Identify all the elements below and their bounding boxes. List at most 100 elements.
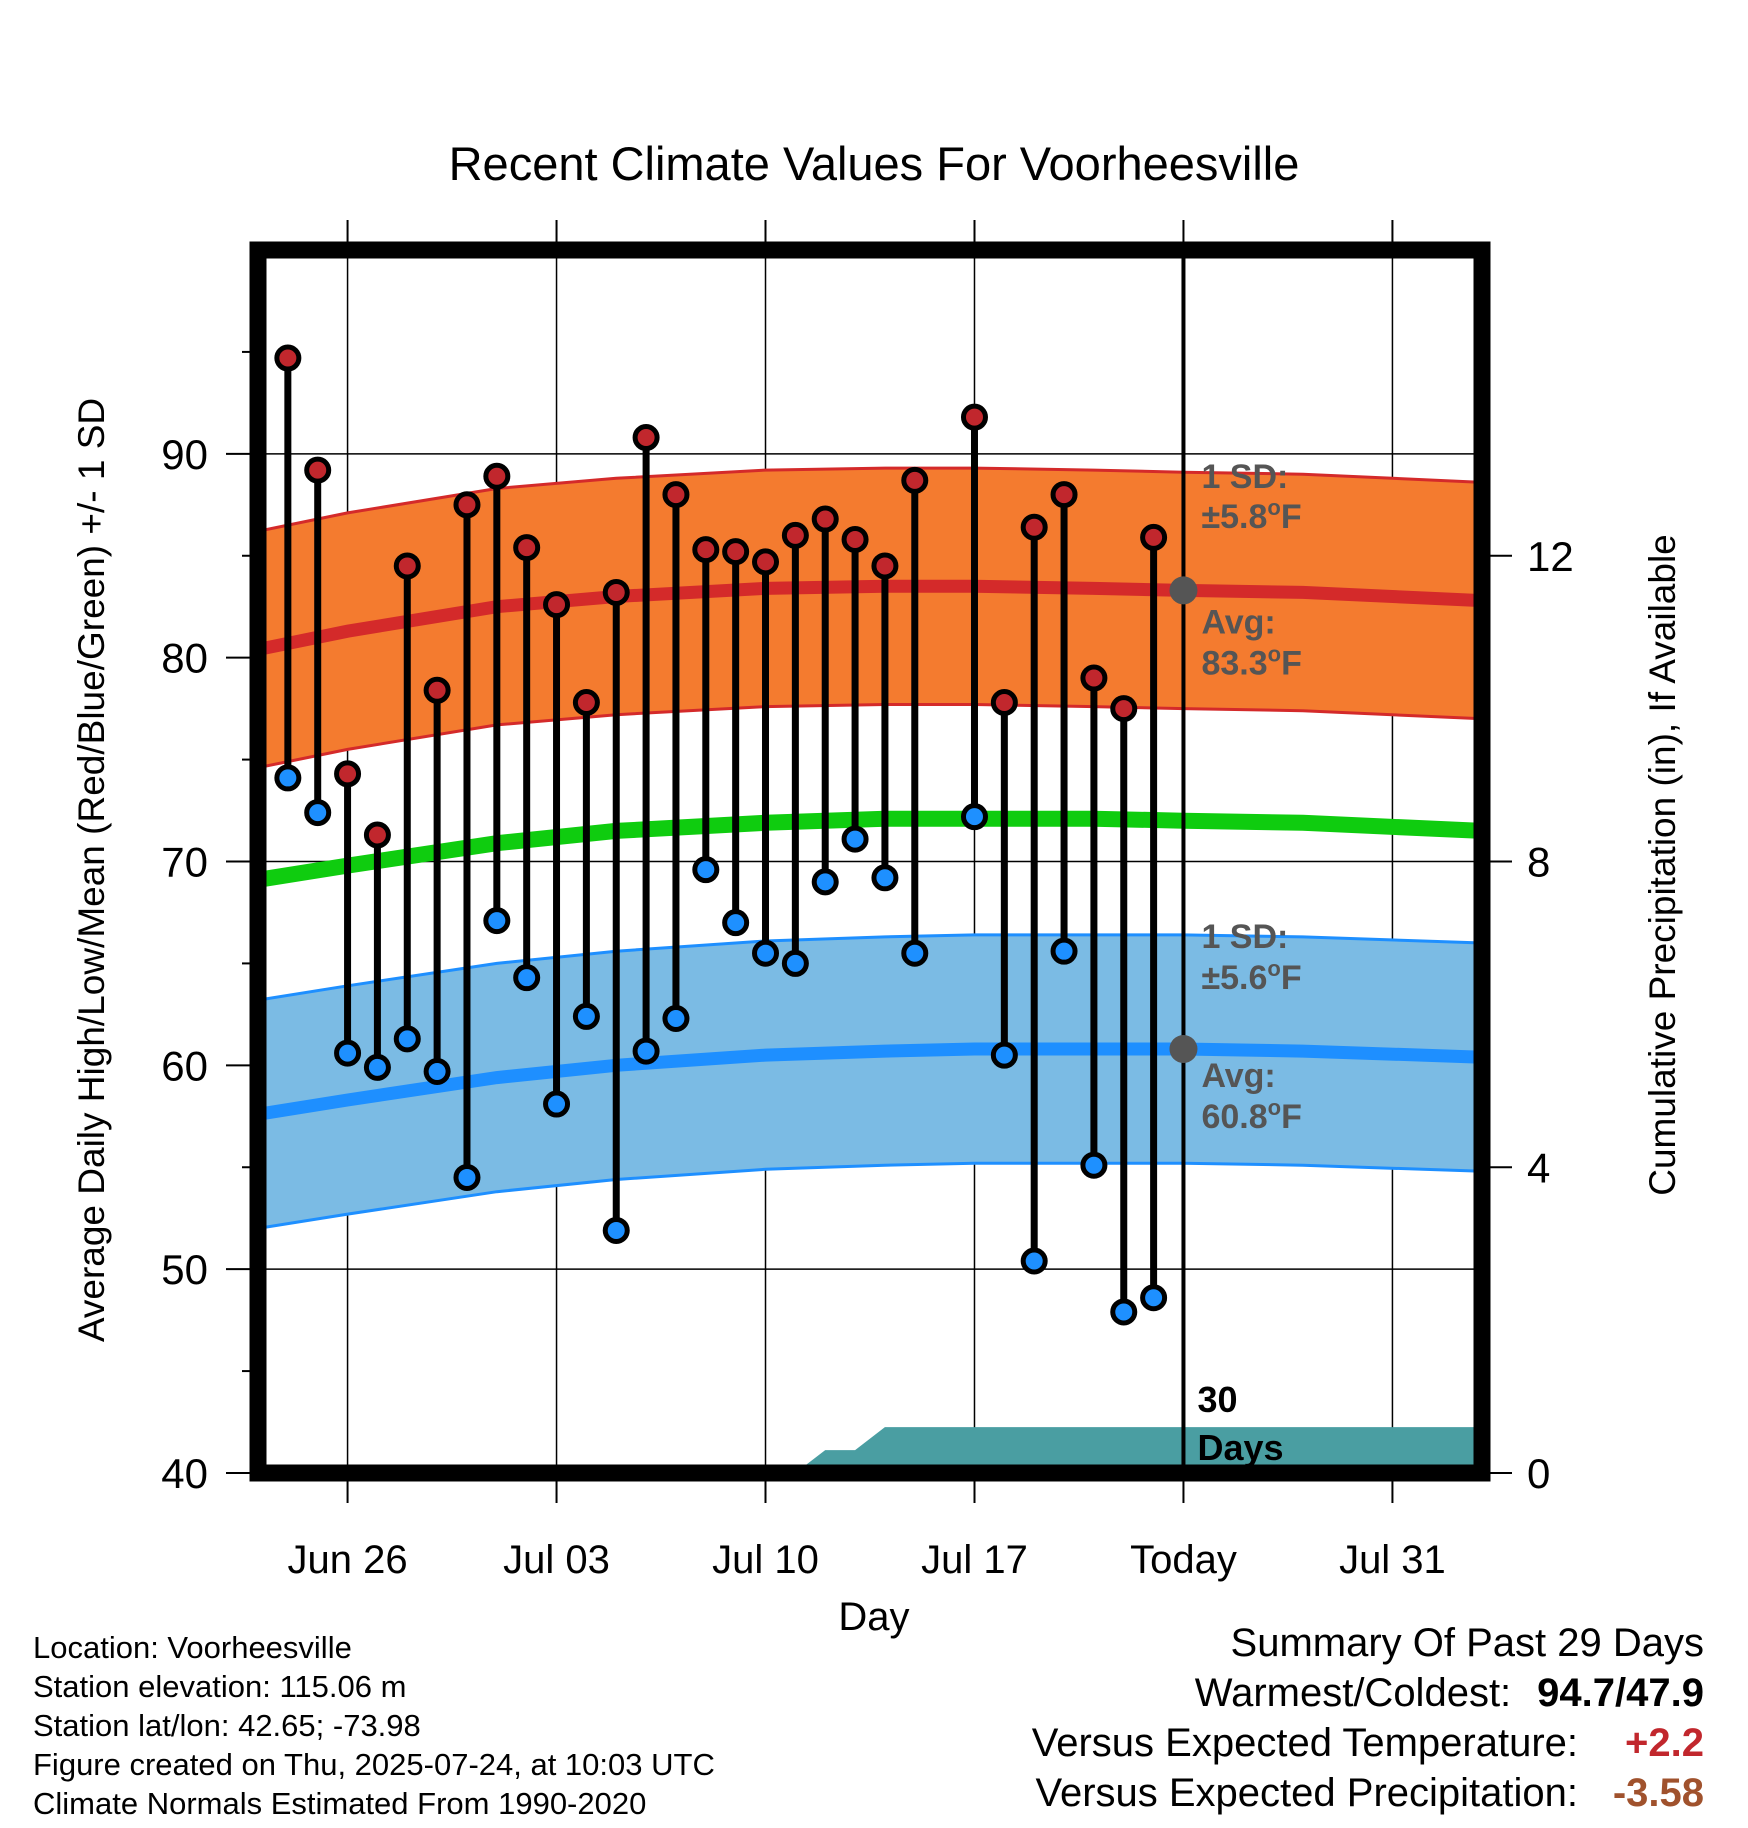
low-avg-label: Avg: (1201, 1057, 1275, 1095)
daily-low-point (423, 1057, 451, 1085)
low-sd-band (258, 934, 1482, 1229)
precipitation-anomaly-label: Versus Expected Precipitation: (1035, 1771, 1578, 1815)
low-sd-label: 1 SD: (1201, 918, 1288, 956)
daily-low-point (572, 1002, 600, 1030)
daily-high-point (632, 424, 660, 452)
low-avg-value: 60.8oF (1201, 1095, 1301, 1136)
precipitation-anomaly-row: Versus Expected Precipitation: -3.58 (1032, 1768, 1704, 1818)
daily-high-point (1140, 523, 1168, 551)
daily-low-point (543, 1090, 571, 1118)
y-axis-label: Average Daily High/Low/Mean (Red/Blue/Gr… (71, 398, 112, 1342)
low-sd-lower-line (258, 1161, 1482, 1230)
x-tick-label: Jul 10 (712, 1538, 819, 1582)
daily-low-point (632, 1037, 660, 1065)
daily-high-point (513, 534, 541, 562)
y-tick-label: 60 (161, 1042, 208, 1089)
daily-high-point (1020, 513, 1048, 541)
daily-low-point (274, 764, 302, 792)
daily-low-point (901, 939, 929, 967)
high-sd-value: ±5.8oF (1201, 495, 1301, 536)
daily-low-point (1020, 1247, 1048, 1275)
x-tick-label: Today (1130, 1538, 1237, 1582)
daily-high-point (871, 552, 899, 580)
daily-low-point (1050, 937, 1078, 965)
y-tick-label: 80 (161, 635, 208, 682)
y-tick-label: 40 (161, 1450, 208, 1497)
daily-high-point (453, 491, 481, 519)
temperature-anomaly-value: +2.2 (1625, 1721, 1704, 1765)
daily-high-point (990, 689, 1018, 717)
high-sd-label: 1 SD: (1201, 458, 1288, 496)
daily-high-point (1080, 664, 1108, 692)
today-label-days-count: 30 (1197, 1379, 1237, 1420)
daily-low-point (960, 803, 988, 831)
warmest-coldest-value: 94.7/47.9 (1537, 1671, 1704, 1715)
daily-low-point (453, 1163, 481, 1191)
daily-high-point (692, 536, 720, 564)
high-avg-label: Avg: (1201, 603, 1275, 641)
daily-low-point (722, 909, 750, 937)
high-avg-marker (1169, 576, 1198, 605)
high-sd-upper-line (258, 466, 1482, 533)
summary-panel: Summary Of Past 29 Days Warmest/Coldest:… (1032, 1618, 1704, 1818)
temperature-anomaly-label: Versus Expected Temperature: (1031, 1721, 1578, 1765)
low-sd-upper-line (258, 933, 1482, 1002)
low-avg-marker (1169, 1035, 1198, 1064)
daily-high-point (901, 466, 929, 494)
daily-low-point (602, 1216, 630, 1244)
daily-high-point (602, 578, 630, 606)
daily-high-point (1110, 695, 1138, 723)
climate-normals-note: Climate Normals Estimated From 1990-2020 (33, 1786, 647, 1821)
high-avg-value: 83.3oF (1201, 641, 1301, 682)
x-axis-label: Day (838, 1595, 909, 1639)
daily-high-point (423, 676, 451, 704)
daily-low-point (662, 1004, 690, 1032)
daily-low-point (483, 907, 511, 935)
x-tick-label: Jul 17 (921, 1538, 1028, 1582)
daily-low-point (781, 949, 809, 977)
daily-high-point (363, 821, 391, 849)
daily-low-point (871, 864, 899, 892)
daily-high-point (334, 760, 362, 788)
daily-high-point (483, 462, 511, 490)
daily-high-point (781, 521, 809, 549)
y-tick-label: 70 (161, 839, 208, 886)
daily-low-point (513, 964, 541, 992)
daily-high-point (393, 552, 421, 580)
low-sd-value: ±5.6oF (1201, 956, 1301, 997)
station-elevation: Station elevation: 115.06 m (33, 1669, 407, 1704)
daily-high-point (1050, 481, 1078, 509)
daily-high-point (274, 344, 302, 372)
x-tick-label: Jun 26 (288, 1538, 408, 1582)
y2-tick-label: 4 (1527, 1144, 1550, 1191)
figure-created: Figure created on Thu, 2025-07-24, at 10… (33, 1747, 715, 1782)
y-tick-label: 50 (161, 1246, 208, 1293)
x-tick-label: Jul 03 (503, 1538, 610, 1582)
cumulative-precipitation-area (795, 1427, 1482, 1473)
daily-low-point (393, 1025, 421, 1053)
daily-low-point (334, 1039, 362, 1067)
daily-low-point (1140, 1284, 1168, 1312)
daily-high-point (304, 456, 332, 484)
daily-high-point (841, 525, 869, 553)
daily-low-point (1110, 1298, 1138, 1326)
y2-tick-label: 0 (1527, 1450, 1550, 1497)
temperature-anomaly-row: Versus Expected Temperature: +2.2 (1032, 1718, 1704, 1768)
station-location: Location: Voorheesville (33, 1630, 352, 1665)
station-info: Location: Voorheesville Station elevatio… (33, 1628, 715, 1823)
daily-low-point (841, 825, 869, 853)
daily-low-point (811, 868, 839, 896)
daily-high-point (543, 591, 571, 619)
y2-tick-label: 8 (1527, 839, 1550, 886)
daily-high-point (722, 538, 750, 566)
daily-high-point (752, 548, 780, 576)
station-latlon: Station lat/lon: 42.65; -73.98 (33, 1708, 421, 1743)
high-sd-band (258, 468, 1482, 768)
daily-high-point (572, 689, 600, 717)
summary-title: Summary Of Past 29 Days (1230, 1621, 1704, 1665)
y2-tick-label: 12 (1527, 533, 1574, 580)
warmest-coldest-row: Warmest/Coldest: 94.7/47.9 (1032, 1668, 1704, 1718)
daily-low-point (1080, 1151, 1108, 1179)
low-normal-line (258, 1042, 1482, 1121)
